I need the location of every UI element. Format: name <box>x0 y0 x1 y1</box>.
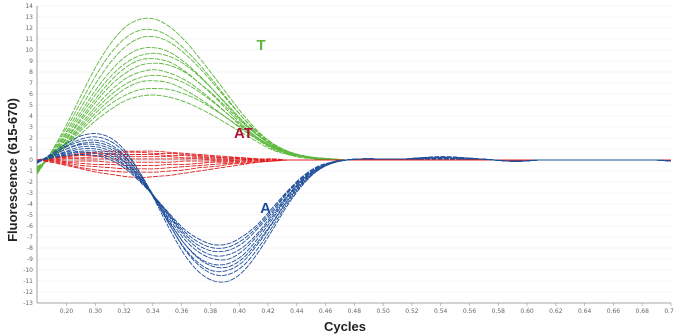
x-tick-label: 0.70 <box>664 308 674 315</box>
y-tick-label: -6 <box>27 223 33 230</box>
curve-a <box>37 137 671 276</box>
y-tick-labels: 14131211109876543210-1-2-3-4-5-6-7-8-9-1… <box>23 3 33 307</box>
y-tick-label: -11 <box>23 278 33 285</box>
y-tick-label: -2 <box>27 179 33 186</box>
x-tick-label: 0.34 <box>146 308 160 315</box>
y-tick-label: -9 <box>27 256 33 263</box>
y-tick-label: -7 <box>27 234 33 241</box>
x-tick-label: 0.48 <box>348 308 362 315</box>
y-tick-label: -4 <box>27 201 33 208</box>
y-axis-title: Fluorescence (615-670) <box>5 98 20 242</box>
x-tick-label: 0.42 <box>261 308 275 315</box>
x-tick-label: 0.62 <box>549 308 563 315</box>
curve-a <box>37 134 671 283</box>
y-tick-label: -13 <box>23 300 33 307</box>
y-tick-label: 12 <box>25 25 33 32</box>
curve-t <box>37 53 671 171</box>
x-tick-label: 0.30 <box>89 308 103 315</box>
x-tick-label: 0.40 <box>233 308 247 315</box>
x-tick-label: 0.60 <box>520 308 534 315</box>
y-tick-label: 6 <box>29 91 33 98</box>
y-tick-label: -5 <box>27 212 33 219</box>
y-tick-label: 2 <box>29 135 33 142</box>
x-tick-label: 0.20 <box>60 308 74 315</box>
y-tick-label: 3 <box>29 124 33 131</box>
x-tick-label: 0.32 <box>117 308 131 315</box>
y-tick-label: 8 <box>29 69 33 76</box>
curve-a <box>37 146 671 260</box>
y-tick-label: -3 <box>27 190 33 197</box>
y-tick-label: -1 <box>27 168 33 175</box>
x-tick-label: 0.64 <box>578 308 592 315</box>
x-tick-label: 0.36 <box>175 308 189 315</box>
curve-t <box>37 89 671 168</box>
curve-t <box>37 95 671 167</box>
y-tick-label: 4 <box>29 113 33 120</box>
x-tick-label: 0.54 <box>434 308 448 315</box>
curve-t <box>37 63 671 170</box>
x-tick-label: 0.44 <box>290 308 304 315</box>
x-tick-label: 0.66 <box>607 308 621 315</box>
y-tick-label: 1 <box>29 146 33 153</box>
y-tick-label: -12 <box>23 289 33 296</box>
x-tick-label: 0.58 <box>492 308 506 315</box>
series-label-at: AT <box>234 125 253 142</box>
y-tick-label: 13 <box>25 14 33 21</box>
x-axis-title: Cycles <box>324 319 366 334</box>
y-tick-label: 10 <box>25 47 33 54</box>
y-tick-label: -10 <box>23 267 33 274</box>
x-tick-label: 0.52 <box>405 308 419 315</box>
x-tick-labels: 0.20 0.30 0.32 0.34 0.36 0.38 0.40 0.42 0.44 0.46… <box>60 303 674 315</box>
curves <box>37 18 671 282</box>
y-tick-label: 14 <box>25 3 33 10</box>
x-tick-label: 0.46 <box>319 308 333 315</box>
y-tick-label: 11 <box>25 36 33 43</box>
series-label-t: T <box>257 37 266 54</box>
y-tick-label: -8 <box>27 245 33 252</box>
x-tick-label: 0.50 <box>376 308 390 315</box>
series-label-a: A <box>260 200 271 217</box>
y-tick-label: 5 <box>29 102 33 109</box>
curve-a <box>37 155 671 246</box>
y-tick-label: 9 <box>29 58 33 65</box>
y-tick-label: 0 <box>29 157 33 164</box>
x-tick-label: 0.38 <box>204 308 218 315</box>
y-tick-label: 7 <box>29 80 33 87</box>
x-tick-label: 0.68 <box>636 308 650 315</box>
x-tick-label: 0.56 <box>463 308 477 315</box>
